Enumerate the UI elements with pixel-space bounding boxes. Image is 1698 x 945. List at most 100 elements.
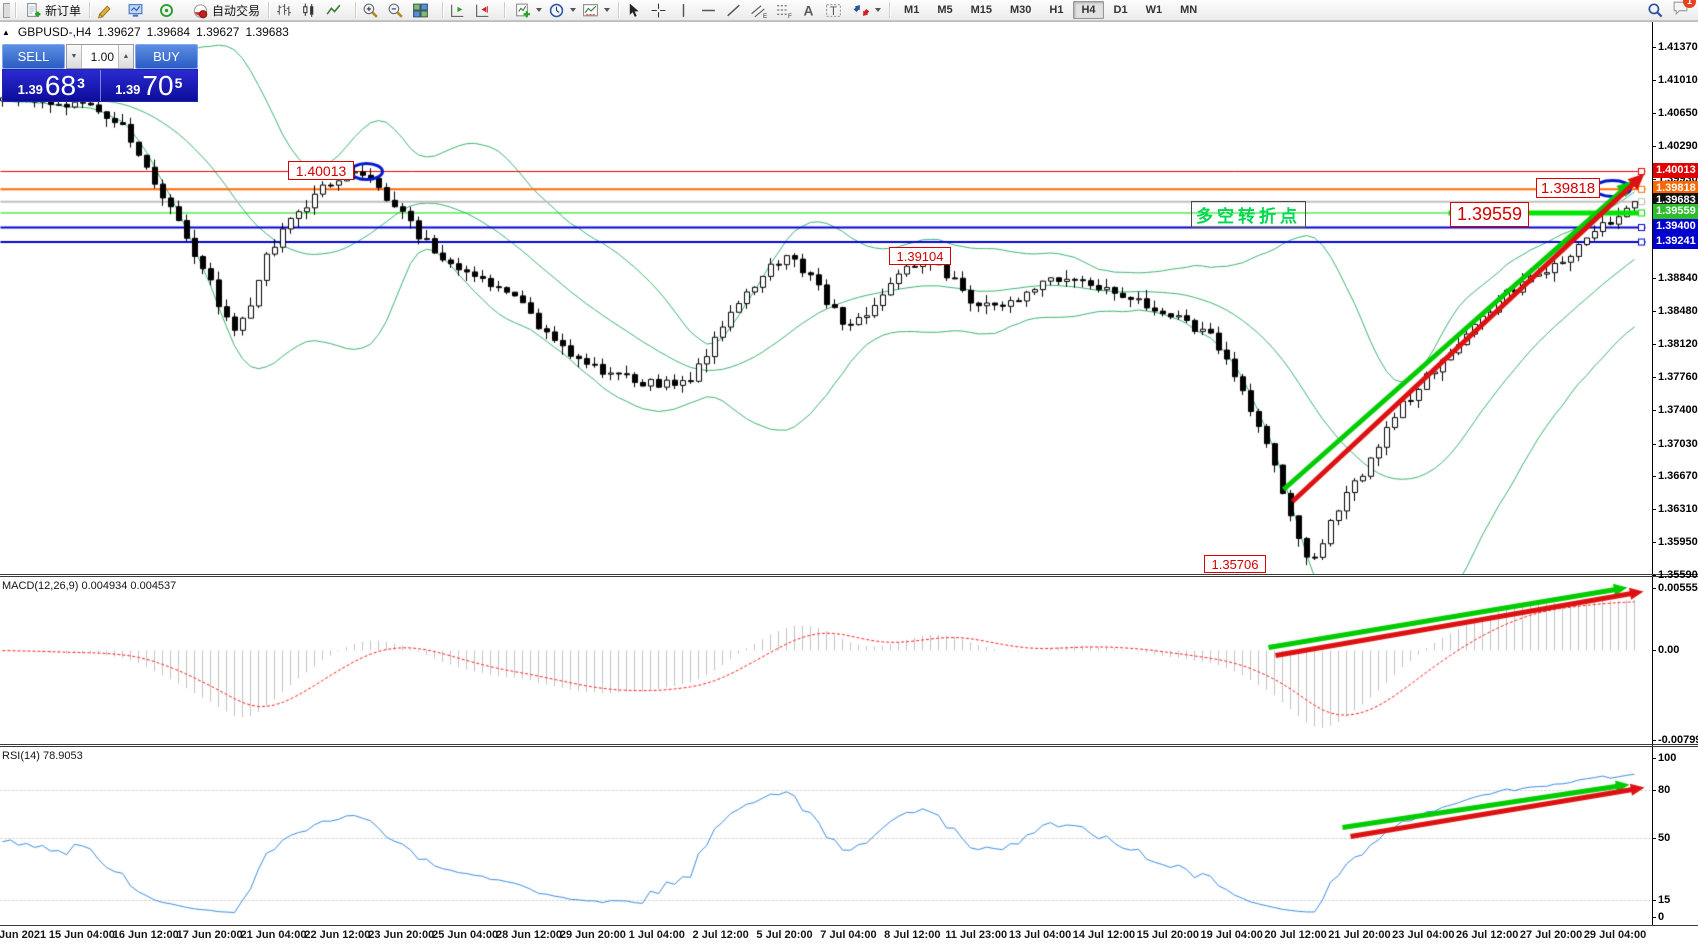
- new-order-button[interactable]: 新订单: [22, 1, 84, 20]
- volume-spinner[interactable]: ▼ 1.00 ▲: [66, 44, 134, 69]
- time-axis-label: 1 Jul 04:00: [628, 929, 685, 941]
- template-dropdown[interactable]: [579, 1, 613, 20]
- price-tick-label: 1.38120: [1658, 337, 1698, 350]
- price-tick-label: 1.41370: [1658, 41, 1698, 53]
- time-axis-label: 3 Jun 2021: [0, 929, 47, 941]
- chart-shift-icon[interactable]: [474, 2, 491, 19]
- rsi-tick-label: 100: [1658, 752, 1677, 764]
- text-icon[interactable]: A: [800, 2, 817, 19]
- timeframe-m1[interactable]: M1: [904, 4, 920, 16]
- community-chat-button[interactable]: 1: [1672, 0, 1696, 21]
- price-tick-mark: [1652, 178, 1656, 180]
- time-axis-label: 14 Jul 12:00: [1072, 929, 1136, 941]
- dropdown-arrow-icon: [875, 8, 882, 12]
- period-dropdown[interactable]: [545, 1, 579, 20]
- new-chart-icon: [514, 2, 531, 19]
- time-axis-label: 26 Jul 12:00: [1456, 929, 1519, 941]
- svg-text:T: T: [830, 4, 837, 17]
- zoom-in-icon[interactable]: [362, 2, 379, 19]
- bar-chart-icon[interactable]: [275, 2, 292, 19]
- timeframe-h1[interactable]: H1: [1049, 4, 1064, 16]
- auto-scroll-icon[interactable]: [449, 2, 466, 19]
- timeframe-m5[interactable]: M5: [937, 4, 953, 16]
- candlestick-chart-icon[interactable]: [300, 2, 317, 19]
- cursor-icon[interactable]: [625, 2, 642, 19]
- sell-price-main: 1.39: [17, 82, 43, 97]
- trendline-icon[interactable]: [725, 2, 742, 19]
- timeframe-mn[interactable]: MN: [1180, 4, 1198, 16]
- timeframe-w1[interactable]: W1: [1145, 4, 1163, 16]
- sell-button[interactable]: SELL: [2, 44, 65, 69]
- buy-price[interactable]: 1.39 70 5: [101, 70, 198, 101]
- price-badge: 1.40013: [1653, 163, 1698, 178]
- crosshair-icon[interactable]: [650, 2, 667, 19]
- time-axis-label: 17 Jun 20:00: [176, 929, 243, 941]
- price-tick-label: 1.38480: [1658, 305, 1698, 318]
- volume-up-button[interactable]: ▲: [118, 45, 133, 68]
- price-tick-label: 1.35590: [1658, 569, 1698, 582]
- timeframe-m30[interactable]: M30: [1010, 4, 1032, 16]
- arrows-dropdown[interactable]: [850, 1, 884, 20]
- equidistant-channel-icon[interactable]: E: [750, 2, 767, 19]
- price-badge: 1.39559: [1653, 204, 1698, 220]
- macd-tick-label: 0.00: [1658, 644, 1680, 656]
- buy-button[interactable]: BUY: [135, 44, 198, 69]
- horizontal-line-icon[interactable]: [700, 2, 717, 19]
- tile-windows-icon[interactable]: [412, 2, 429, 19]
- time-axis-label: 13 Jul 04:00: [1008, 929, 1072, 941]
- clipped-icon: [3, 2, 10, 18]
- svg-text:E: E: [763, 12, 767, 18]
- time-axis-label: 29 Jul 04:00: [1583, 929, 1647, 941]
- timeframe-d1[interactable]: D1: [1113, 4, 1128, 16]
- time-axis-label: 7 Jul 04:00: [820, 929, 877, 941]
- time-axis-label: 8 Jul 12:00: [884, 929, 941, 941]
- toolbar-separator: [355, 2, 358, 18]
- price-tick-mark: [1652, 343, 1656, 345]
- sell-price-big: 68: [44, 70, 77, 101]
- macd-tick-mark: [1652, 740, 1656, 741]
- price-tick-label: 1.41010: [1658, 73, 1698, 86]
- time-axis-label: 21 Jun 04:00: [240, 929, 307, 941]
- buy-price-main: 1.39: [115, 82, 141, 97]
- price-tick-label: 1.40650: [1658, 106, 1698, 119]
- clock-icon: [548, 2, 565, 19]
- svg-text:A: A: [804, 2, 814, 18]
- timeframe-m15[interactable]: M15: [970, 4, 992, 16]
- timeframe-h4[interactable]: H4: [1073, 1, 1104, 19]
- price-badge: 1.39241: [1653, 233, 1698, 249]
- price-tick-mark: [1652, 409, 1656, 411]
- chart-canvas[interactable]: [0, 22, 1652, 925]
- ohlc-open: 1.39627: [97, 25, 141, 39]
- sell-price[interactable]: 1.39 68 3: [3, 70, 101, 101]
- arrow-objects-icon: [853, 2, 870, 19]
- rsi-tick-label: 0: [1658, 911, 1665, 923]
- price-tick-mark: [1652, 542, 1656, 544]
- fibonacci-icon[interactable]: F: [775, 2, 792, 19]
- volume-value[interactable]: 1.00: [90, 49, 114, 64]
- symbol-period-label: GBPUSD-,H4: [17, 25, 92, 39]
- volume-down-button[interactable]: ▼: [67, 45, 82, 68]
- signal-icon[interactable]: [158, 2, 175, 19]
- rsi-tick-mark: [1652, 917, 1656, 918]
- text-label-icon[interactable]: T: [825, 2, 842, 19]
- toolbar-separator: [89, 2, 92, 18]
- time-axis-label: 2 Jul 12:00: [692, 929, 749, 941]
- vertical-line-icon[interactable]: [675, 2, 692, 19]
- price-badge: 1.39400: [1653, 219, 1698, 235]
- line-chart-icon[interactable]: [325, 2, 342, 19]
- rsi-tick-mark: [1652, 838, 1656, 839]
- ohlc-low: 1.39627: [196, 25, 240, 39]
- rsi-tick-mark: [1652, 758, 1656, 759]
- symbol-ohlc-bar: ▲ GBPUSD-,H4 1.39627 1.39684 1.39627 1.3…: [2, 25, 289, 39]
- price-tick-mark: [1652, 476, 1656, 478]
- toolbar-separator: [442, 2, 445, 18]
- price-tick-label: 1.36670: [1658, 470, 1698, 483]
- price-axis-border: [1652, 22, 1653, 925]
- crayon-icon[interactable]: [96, 2, 113, 19]
- market-watch-icon[interactable]: [127, 2, 144, 19]
- new-chart-dropdown[interactable]: [511, 1, 545, 20]
- dropdown-arrow-icon: [536, 8, 543, 12]
- zoom-out-icon[interactable]: [387, 2, 404, 19]
- search-icon[interactable]: [1647, 2, 1664, 19]
- autotrading-button[interactable]: 自动交易: [189, 1, 263, 20]
